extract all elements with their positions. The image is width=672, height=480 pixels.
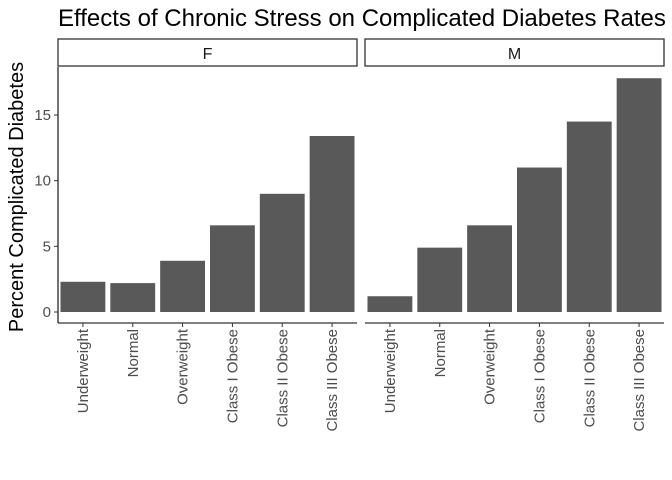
x-tick-label: Normal bbox=[432, 329, 449, 377]
facet-strip bbox=[364, 38, 665, 67]
bar bbox=[367, 296, 413, 312]
bar bbox=[160, 260, 206, 312]
facet-strip-label: M bbox=[508, 46, 521, 63]
bar bbox=[417, 247, 463, 312]
facet-strip-label: F bbox=[203, 46, 213, 63]
bar bbox=[616, 78, 662, 312]
x-tick-label: Class III Obese bbox=[631, 329, 648, 432]
x-tick-label: Class I Obese bbox=[531, 329, 548, 423]
facet-strip bbox=[57, 38, 358, 67]
x-tick-label: Normal bbox=[125, 329, 142, 377]
y-axis: 0 5 10 15 bbox=[34, 67, 59, 323]
x-tick-label: Overweight bbox=[482, 328, 499, 405]
x-tick-label: Underweight bbox=[382, 328, 399, 413]
chart-title: Effects of Chronic Stress on Complicated… bbox=[58, 5, 666, 32]
x-tick-label: Class III Obese bbox=[324, 329, 341, 432]
y-tick-label: 5 bbox=[43, 238, 51, 255]
y-tick-label: 10 bbox=[34, 173, 51, 190]
x-tick-label: Underweight bbox=[75, 328, 92, 413]
bar bbox=[566, 121, 612, 312]
y-axis-label: Percent Complicated Diabetes bbox=[6, 62, 28, 332]
y-tick-label: 15 bbox=[34, 107, 51, 124]
bar bbox=[467, 225, 513, 312]
x-tick-label: Class II Obese bbox=[274, 329, 291, 427]
bar bbox=[516, 167, 562, 312]
bar bbox=[309, 136, 355, 312]
bar bbox=[259, 193, 305, 312]
y-tick-label: 0 bbox=[43, 304, 51, 321]
facet-panel-f: F Underweight Normal Overweight Class I Obes… bbox=[57, 38, 358, 432]
facet-panel-m: M Underweight Normal Overweight Class I Obes… bbox=[364, 38, 665, 432]
x-tick-label: Overweight bbox=[175, 328, 192, 405]
bar bbox=[209, 225, 255, 312]
bar bbox=[60, 281, 106, 312]
x-tick-label: Class II Obese bbox=[581, 329, 598, 427]
x-tick-label: Class I Obese bbox=[224, 329, 241, 423]
facet-panels: F Underweight Normal Overweight Class I Obes… bbox=[57, 38, 665, 432]
bar bbox=[110, 283, 156, 312]
